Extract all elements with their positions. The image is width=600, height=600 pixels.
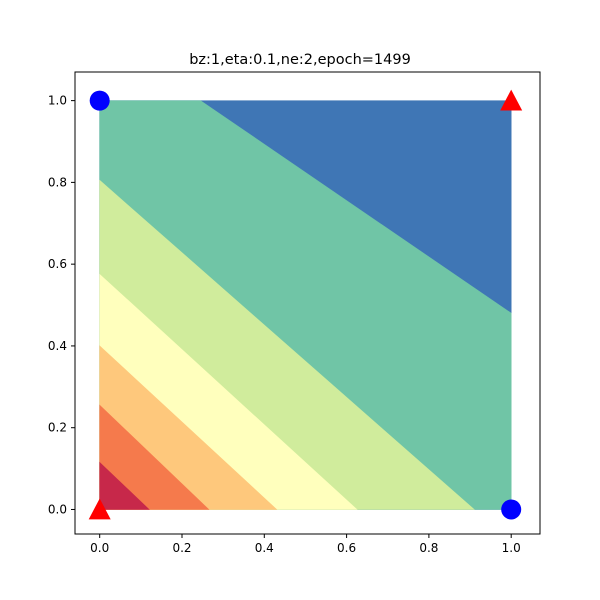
triangle-point bbox=[88, 498, 111, 520]
triangle-point bbox=[500, 89, 523, 111]
y-tick-label: 1.0 bbox=[48, 94, 67, 108]
x-tick-label: 0.0 bbox=[90, 541, 109, 555]
circle-point bbox=[89, 90, 110, 111]
y-tick-label: 0.0 bbox=[48, 502, 67, 516]
data-points bbox=[88, 89, 523, 520]
x-tick-label: 0.6 bbox=[337, 541, 356, 555]
y-tick-label: 0.4 bbox=[48, 339, 67, 353]
axes-frame bbox=[74, 71, 541, 535]
circle-point bbox=[501, 499, 522, 520]
contour-bands bbox=[99, 100, 512, 510]
contour-band-0 bbox=[99, 461, 150, 510]
x-axis-ticks: 0.0 0.2 0.4 0.6 0.8 1.0 bbox=[90, 534, 521, 555]
chart-title: bz:1,eta:0.1,ne:2,epoch=1499 bbox=[189, 52, 411, 68]
x-tick-label: 1.0 bbox=[502, 541, 521, 555]
y-tick-label: 0.6 bbox=[48, 257, 67, 271]
y-tick-label: 0.8 bbox=[48, 175, 67, 189]
y-tick-label: 0.2 bbox=[48, 421, 67, 435]
axes-border bbox=[74, 71, 541, 535]
x-tick-label: 0.8 bbox=[419, 541, 438, 555]
x-tick-label: 0.4 bbox=[255, 541, 274, 555]
x-tick-label: 0.2 bbox=[172, 541, 191, 555]
y-axis-ticks: 0.0 0.2 0.4 0.6 0.8 1.0 bbox=[48, 94, 75, 516]
contour-band-1 bbox=[99, 404, 210, 510]
